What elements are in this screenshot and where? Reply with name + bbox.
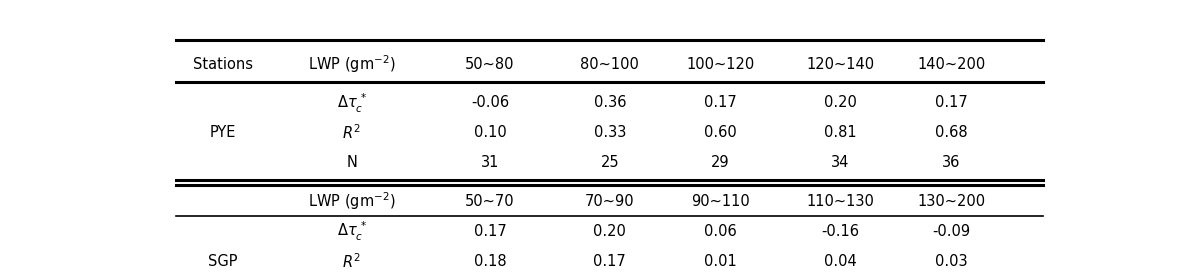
- Text: 0.36: 0.36: [594, 95, 626, 110]
- Text: 31: 31: [481, 155, 499, 170]
- Text: 0.04: 0.04: [823, 254, 857, 269]
- Text: 0.01: 0.01: [704, 254, 737, 269]
- Text: 0.68: 0.68: [935, 125, 967, 140]
- Text: $\Delta\tau_{c}^{\,*}$: $\Delta\tau_{c}^{\,*}$: [337, 220, 367, 243]
- Text: 100~120: 100~120: [687, 57, 754, 72]
- Text: 0.03: 0.03: [935, 254, 967, 269]
- Text: 0.17: 0.17: [474, 224, 507, 239]
- Text: Stations: Stations: [193, 57, 252, 72]
- Text: 36: 36: [942, 155, 960, 170]
- Text: PYE: PYE: [209, 125, 236, 140]
- Text: 0.33: 0.33: [594, 125, 626, 140]
- Text: 80~100: 80~100: [581, 57, 639, 72]
- Text: 0.81: 0.81: [825, 125, 857, 140]
- Text: 29: 29: [712, 155, 729, 170]
- Text: 130~200: 130~200: [917, 194, 985, 209]
- Text: $R^{2}$: $R^{2}$: [343, 252, 361, 271]
- Text: SGP: SGP: [208, 254, 237, 269]
- Text: 0.10: 0.10: [474, 125, 507, 140]
- Text: -0.09: -0.09: [932, 224, 970, 239]
- Text: 50~80: 50~80: [465, 57, 515, 72]
- Text: 25: 25: [601, 155, 619, 170]
- Text: LWP (gm$^{-2}$): LWP (gm$^{-2}$): [308, 190, 395, 212]
- Text: 0.17: 0.17: [704, 95, 737, 110]
- Text: LWP (gm$^{-2}$): LWP (gm$^{-2}$): [308, 54, 395, 75]
- Text: 0.20: 0.20: [823, 95, 857, 110]
- Text: N: N: [346, 155, 357, 170]
- Text: $R^{2}$: $R^{2}$: [343, 123, 361, 142]
- Text: 140~200: 140~200: [917, 57, 985, 72]
- Text: 0.17: 0.17: [934, 95, 967, 110]
- Text: 34: 34: [832, 155, 850, 170]
- Text: 0.20: 0.20: [594, 224, 626, 239]
- Text: 50~70: 50~70: [465, 194, 515, 209]
- Text: 90~110: 90~110: [691, 194, 750, 209]
- Text: 0.17: 0.17: [594, 254, 626, 269]
- Text: $\Delta\tau_{c}^{\,*}$: $\Delta\tau_{c}^{\,*}$: [337, 91, 367, 115]
- Text: 0.06: 0.06: [704, 224, 737, 239]
- Text: 70~90: 70~90: [585, 194, 634, 209]
- Text: 0.60: 0.60: [704, 125, 737, 140]
- Text: 120~140: 120~140: [807, 57, 875, 72]
- Text: -0.06: -0.06: [471, 95, 509, 110]
- Text: 0.18: 0.18: [474, 254, 506, 269]
- Text: 110~130: 110~130: [807, 194, 875, 209]
- Text: -0.16: -0.16: [821, 224, 859, 239]
